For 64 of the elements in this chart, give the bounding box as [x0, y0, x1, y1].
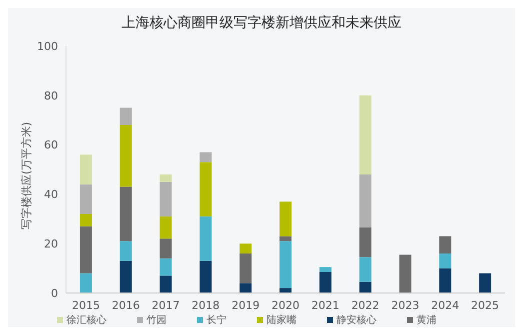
- y-tick-label: 80: [44, 89, 58, 102]
- y-tick-label: 20: [44, 238, 58, 251]
- bar: [120, 186, 132, 242]
- bar: [120, 241, 132, 261]
- bar: [439, 268, 452, 293]
- bar: [280, 236, 292, 242]
- x-tick-label: 2025: [471, 298, 500, 312]
- chart-title: 上海核心商圈甲级写字楼新增供应和未来供应: [120, 14, 402, 33]
- bar: [80, 214, 92, 226]
- x-tick-label: 2022: [351, 298, 380, 312]
- legend-label: 竹园: [146, 315, 166, 326]
- bar: [280, 202, 292, 236]
- legend-label: 陆家嘴: [266, 315, 296, 326]
- x-tick-label: 2017: [152, 298, 180, 312]
- x-tick-label: 2021: [311, 298, 340, 312]
- bar: [359, 282, 372, 293]
- bar: [399, 254, 412, 293]
- x-tick-label: 2015: [72, 298, 100, 312]
- y-axis-title: 写字楼供应(万平方米): [20, 122, 33, 230]
- bar: [80, 273, 92, 293]
- bar: [359, 174, 372, 228]
- bar: [160, 258, 172, 276]
- bar: [200, 260, 212, 293]
- legend-label: 黄浦: [416, 315, 436, 326]
- bar: [80, 154, 92, 184]
- bar: [160, 174, 172, 182]
- bar: [319, 272, 332, 293]
- bar: [439, 236, 452, 254]
- bar: [160, 276, 172, 293]
- bar: [120, 108, 132, 126]
- bar: [240, 253, 252, 284]
- x-tick-label: 2020: [272, 298, 300, 312]
- bar: [120, 125, 132, 187]
- bar: [160, 216, 172, 239]
- legend-label: 静安核心: [336, 315, 376, 326]
- x-tick-label: 2023: [391, 298, 420, 312]
- bar: [200, 162, 212, 216]
- bar: [280, 288, 292, 293]
- legend-label: 徐汇核心: [66, 315, 106, 326]
- bar: [359, 95, 372, 174]
- bar: [200, 216, 212, 261]
- bar: [240, 244, 252, 254]
- y-tick-label: 60: [44, 138, 58, 152]
- x-tick-label: 2019: [232, 298, 260, 312]
- bar: [240, 283, 252, 293]
- bar: [479, 273, 492, 293]
- y-tick-label: 40: [44, 188, 58, 202]
- bar: [319, 267, 332, 272]
- bar: [80, 184, 92, 214]
- y-tick-label: 0: [51, 286, 58, 300]
- x-tick-label: 2016: [112, 298, 140, 312]
- bar: [80, 226, 92, 274]
- x-tick-label: 2018: [192, 298, 220, 312]
- x-tick-label: 2024: [431, 298, 460, 312]
- y-tick-label: 100: [37, 40, 58, 53]
- bar: [280, 241, 292, 288]
- bar: [120, 260, 132, 293]
- bar: [439, 253, 452, 268]
- bar: [200, 152, 212, 162]
- bar: [359, 257, 372, 282]
- legend-label: 长宁: [206, 315, 226, 326]
- bar: [160, 182, 172, 216]
- bar: [359, 228, 372, 258]
- bar: [160, 238, 172, 258]
